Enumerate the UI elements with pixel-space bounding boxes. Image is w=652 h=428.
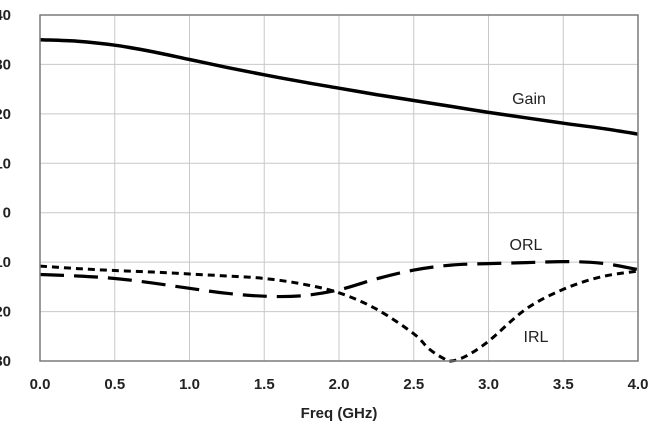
y-tick-label: 10 xyxy=(0,155,11,172)
series-line-irl xyxy=(39,264,639,363)
x-tick-label: 3.0 xyxy=(478,376,499,393)
series-label-gain: Gain xyxy=(512,91,546,108)
x-tick-label: 1.0 xyxy=(179,376,200,393)
y-tick-label: 20 xyxy=(0,106,11,123)
series-labels: Gain ORL IRL xyxy=(510,91,549,346)
series-line-gain xyxy=(39,37,639,136)
x-axis-title: Freq (GHz) xyxy=(301,405,378,422)
y-tick-label: 40 xyxy=(0,7,11,24)
y-tick-labels: 30 20 10 0 10 20 30 40 xyxy=(0,7,11,370)
x-tick-label: 2.5 xyxy=(403,376,424,393)
plot-frame xyxy=(39,14,639,362)
x-tick-labels: 0.0 0.5 1.0 1.5 2.0 2.5 3.0 3.5 4.0 xyxy=(30,376,649,393)
y-tick-label: 0 xyxy=(3,205,11,222)
grid-lines xyxy=(40,15,638,361)
x-tick-label: 0.0 xyxy=(30,376,51,393)
y-tick-label: 20 xyxy=(0,304,11,321)
y-tick-label: 30 xyxy=(0,56,11,73)
series-label-irl: IRL xyxy=(524,329,549,346)
x-tick-label: 4.0 xyxy=(628,376,649,393)
series-layer xyxy=(39,37,639,363)
x-tick-label: 3.5 xyxy=(553,376,574,393)
x-tick-label: 0.5 xyxy=(104,376,125,393)
series-label-orl: ORL xyxy=(510,237,543,254)
y-tick-label: 10 xyxy=(0,254,11,271)
x-tick-label: 1.5 xyxy=(254,376,275,393)
x-tick-label: 2.0 xyxy=(329,376,350,393)
y-tick-label: 30 xyxy=(0,353,11,370)
